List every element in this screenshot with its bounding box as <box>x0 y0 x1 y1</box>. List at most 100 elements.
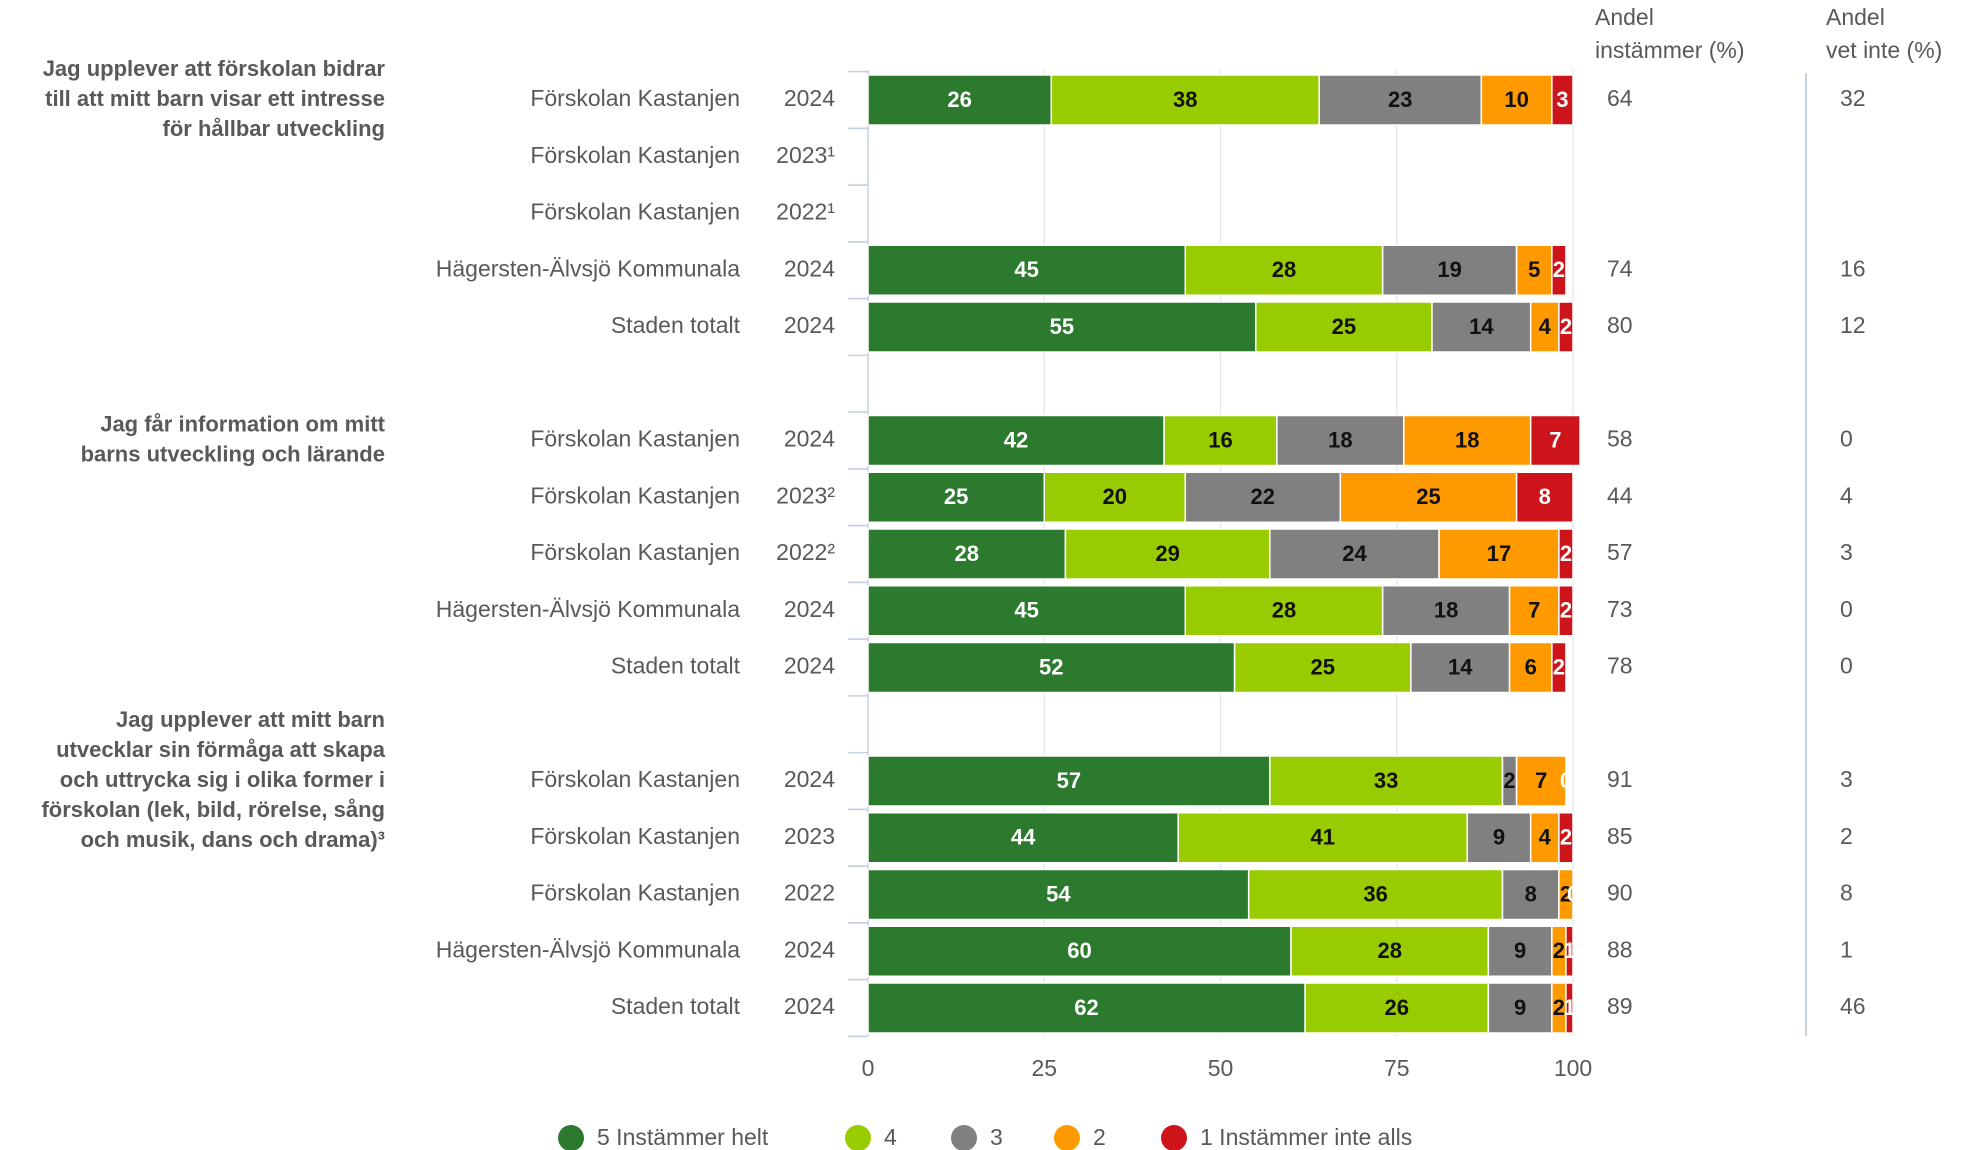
row-year: 2023¹ <box>776 142 835 168</box>
bar-segment <box>1381 585 1511 637</box>
row-label: Förskolan Kastanjen <box>530 823 740 849</box>
x-tick-label: 25 <box>1031 1055 1057 1081</box>
row-year: 2024 <box>784 426 835 452</box>
bar-segment <box>1515 755 1567 807</box>
bar-label: 0 <box>1560 768 1572 793</box>
row-year: 2024 <box>784 936 835 962</box>
row-year: 2023² <box>776 482 835 508</box>
x-tick-label: 50 <box>1208 1055 1234 1081</box>
x-tick-label: 75 <box>1384 1055 1410 1081</box>
bar-label: 62 <box>1074 995 1098 1020</box>
bar-label: 18 <box>1434 598 1458 623</box>
dont-know-share: 0 <box>1840 426 1853 452</box>
bar-segment <box>867 925 1292 977</box>
bar-label: 1 <box>1563 995 1575 1020</box>
bar-label: 7 <box>1528 598 1540 623</box>
agree-share: 88 <box>1607 936 1633 962</box>
bar-label: 45 <box>1014 598 1038 623</box>
dont-know-share: 32 <box>1840 85 1866 111</box>
bar-label: 4 <box>1539 825 1552 850</box>
legend-marker <box>1054 1125 1080 1150</box>
bar-label: 44 <box>1011 825 1036 850</box>
bar-segment <box>1558 528 1574 580</box>
bar-label: 2 <box>1560 314 1572 339</box>
column-header: instämmer (%) <box>1595 37 1745 63</box>
bar-label: 23 <box>1388 87 1412 112</box>
row-label: Förskolan Kastanjen <box>530 539 740 565</box>
bar-label: 17 <box>1487 541 1511 566</box>
row-year: 2022 <box>784 880 835 906</box>
bar-segment <box>1558 585 1574 637</box>
bar-segment <box>1529 812 1560 864</box>
bar-segment <box>1410 641 1511 694</box>
bar-label: 24 <box>1342 541 1367 566</box>
bar-segment <box>1551 641 1567 694</box>
question-label: utvecklar sin förmåga att skapa <box>56 737 386 762</box>
bar-segment <box>1255 301 1433 353</box>
bar-segment <box>867 528 1067 580</box>
bar-segment <box>1551 244 1567 296</box>
bar-label: 0 <box>1567 881 1579 906</box>
bar-segment <box>1184 471 1342 523</box>
row-year: 2024 <box>784 766 835 792</box>
agree-share: 57 <box>1607 539 1633 565</box>
bar-segment <box>1290 925 1490 977</box>
bar-label: 26 <box>947 87 971 112</box>
dont-know-share: 4 <box>1840 482 1853 508</box>
bar-segment <box>867 868 1250 921</box>
bar-segment <box>1487 925 1553 977</box>
bar-label: 4 <box>1539 314 1552 339</box>
bar-label: 41 <box>1310 825 1334 850</box>
legend-label: 1 Instämmer inte alls <box>1200 1124 1412 1150</box>
bar-segment <box>1558 812 1574 864</box>
bar-label: 18 <box>1455 427 1479 452</box>
bar-label: 2 <box>1553 257 1565 282</box>
agree-share: 80 <box>1607 312 1633 338</box>
bar-segment <box>1163 414 1278 467</box>
agree-share: 91 <box>1607 766 1633 792</box>
legend-marker <box>845 1125 871 1150</box>
row-year: 2024 <box>784 312 835 338</box>
bar-label: 18 <box>1328 427 1352 452</box>
agree-share: 74 <box>1607 255 1633 281</box>
bar-label: 52 <box>1039 654 1063 679</box>
column-header: vet inte (%) <box>1826 37 1942 63</box>
bar-label: 6 <box>1525 654 1537 679</box>
legend-label: 2 <box>1093 1124 1106 1150</box>
bar-label: 14 <box>1448 654 1473 679</box>
bar-segment <box>1064 528 1271 580</box>
row-label: Hägersten-Älvsjö Kommunala <box>436 255 740 281</box>
bar-segment <box>1269 755 1504 807</box>
bar-segment <box>867 414 1165 467</box>
bar-label: 5 <box>1528 257 1540 282</box>
row-label: Staden totalt <box>611 993 741 1019</box>
bar-segment <box>1043 471 1186 523</box>
bar-segment <box>1050 74 1320 126</box>
bar-label: 9 <box>1514 995 1526 1020</box>
bar-label: 2 <box>1560 825 1572 850</box>
bar-label: 25 <box>1416 484 1440 509</box>
bar-label: 3 <box>1556 87 1568 112</box>
bar-label: 19 <box>1437 257 1461 282</box>
agree-share: 64 <box>1607 85 1633 111</box>
bar-label: 2 <box>1503 768 1515 793</box>
bar-segment <box>1276 414 1405 467</box>
bar-label: 2 <box>1553 654 1565 679</box>
bar-label: 2 <box>1560 881 1572 906</box>
bar-label: 55 <box>1050 314 1074 339</box>
row-label: Staden totalt <box>611 653 741 679</box>
dont-know-share: 12 <box>1840 312 1866 338</box>
bar-label: 8 <box>1525 881 1537 906</box>
bar-label: 26 <box>1385 995 1409 1020</box>
bar-label: 45 <box>1014 257 1038 282</box>
bar-segment <box>1438 528 1560 580</box>
question-label: Jag upplever att mitt barn <box>116 707 385 732</box>
bar-label: 38 <box>1173 87 1197 112</box>
question-label: och uttrycka sig i olika former i <box>60 767 385 792</box>
row-year: 2022² <box>776 539 835 565</box>
bar-segment <box>867 74 1053 126</box>
bar-label: 7 <box>1535 768 1547 793</box>
agree-share: 90 <box>1607 880 1633 906</box>
bar-label: 7 <box>1549 427 1561 452</box>
bar-label: 29 <box>1155 541 1179 566</box>
